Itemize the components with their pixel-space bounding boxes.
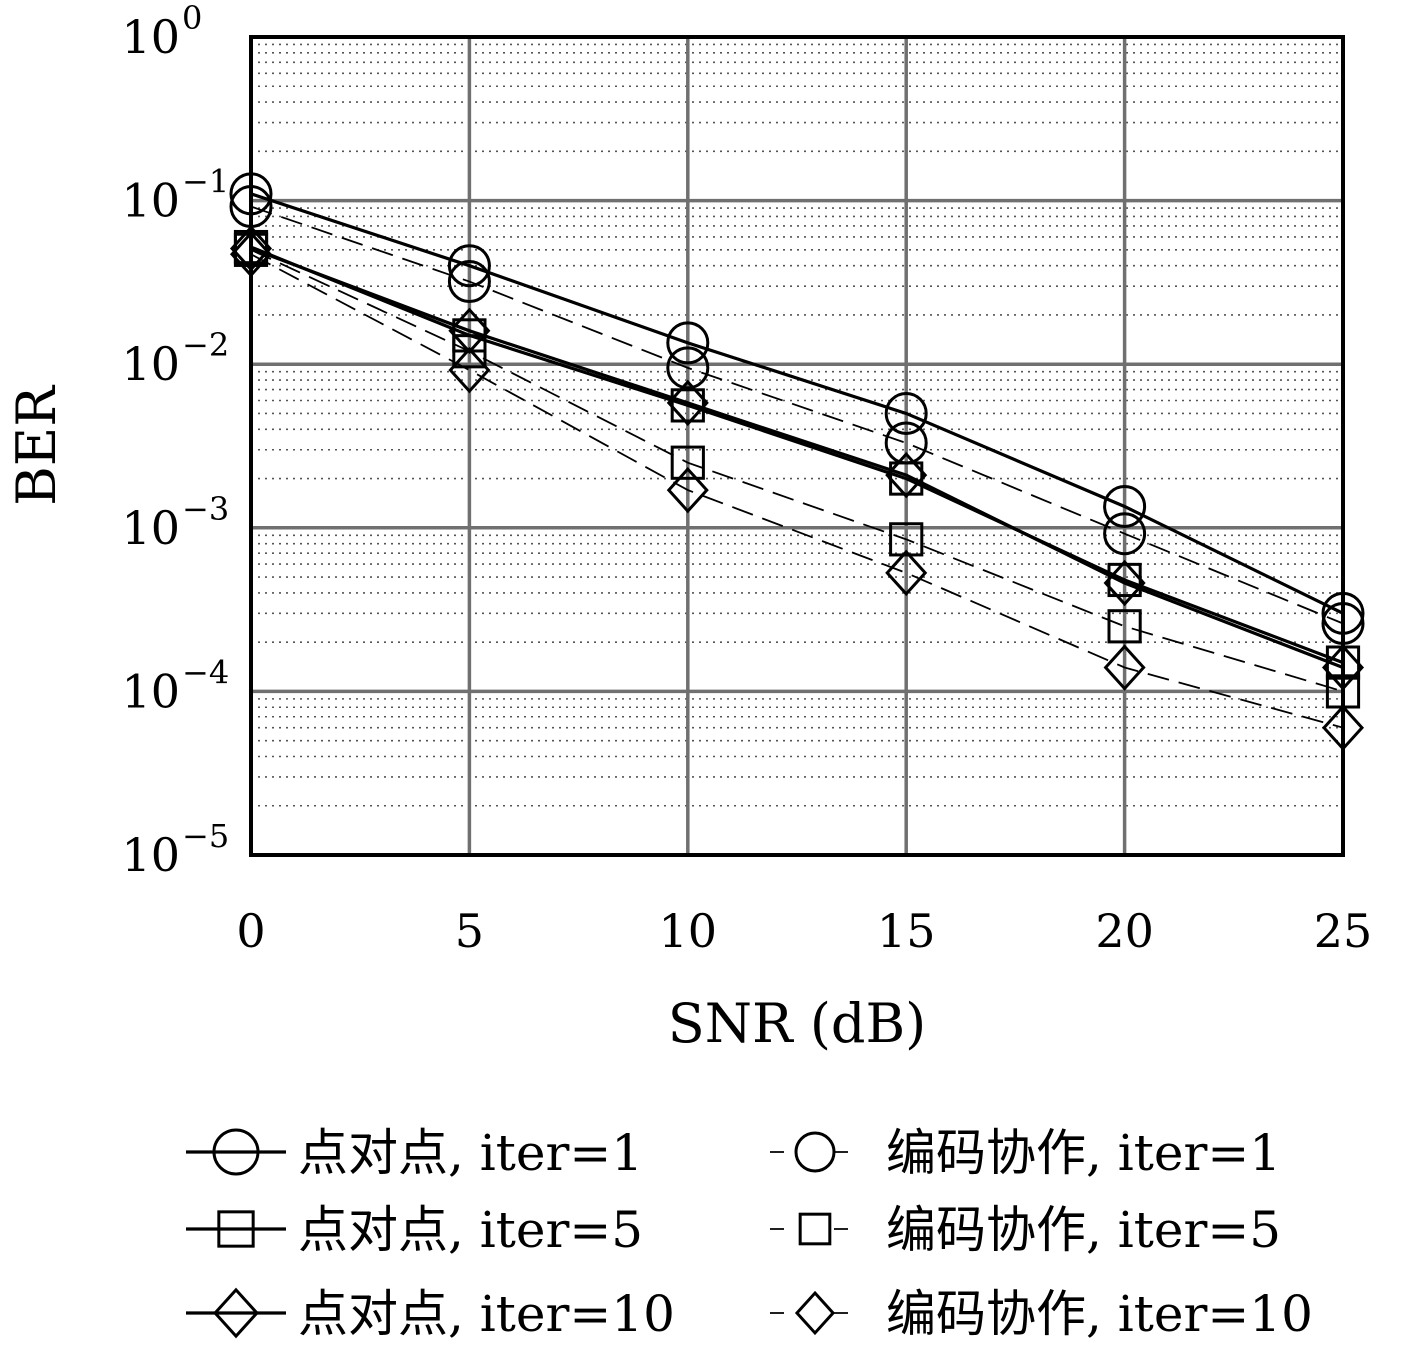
data-point	[1103, 484, 1147, 528]
y-tick-exponent: −1	[182, 163, 229, 201]
grid	[249, 35, 1345, 857]
series-line	[250, 192, 1344, 615]
x-tick-label: 10	[659, 904, 718, 958]
series-line	[250, 245, 1344, 665]
data-point	[666, 321, 710, 365]
legend-marker	[794, 1131, 836, 1173]
data-point	[1107, 609, 1142, 644]
y-tick-label: 10	[121, 828, 180, 882]
data-point	[666, 466, 709, 514]
series-line	[250, 246, 1344, 669]
data-point	[884, 391, 928, 435]
series-line	[250, 249, 1344, 693]
legend-item: 点对点, iter=1	[186, 1124, 643, 1182]
legend-marker	[794, 1290, 836, 1336]
y-tick-label: 10	[121, 664, 180, 718]
legend-label: 点对点, iter=5	[298, 1201, 643, 1259]
y-tick-label: 10	[121, 10, 180, 64]
series-line	[250, 205, 1344, 625]
y-tick-exponent: −4	[182, 653, 229, 691]
x-tick-label: 0	[236, 904, 265, 958]
x-tick-label: 25	[1314, 904, 1373, 958]
legend: 点对点, iter=1 点对点, iter=5 点对点, iter=10 编码协作, …	[186, 1124, 1313, 1343]
series-line	[250, 253, 1344, 729]
x-axis-title: SNR (dB)	[668, 992, 926, 1055]
series-layer	[229, 172, 1365, 751]
series-6	[229, 231, 1365, 751]
data-point	[452, 334, 487, 369]
y-tick-exponent: 0	[182, 0, 202, 37]
y-axis-title: BER	[5, 385, 68, 506]
y-tick-exponent: −2	[182, 326, 229, 364]
legend-marker	[217, 1210, 255, 1248]
series-2	[229, 185, 1365, 646]
data-point	[670, 445, 705, 480]
data-point	[885, 549, 928, 597]
y-tick-label: 10	[121, 174, 180, 228]
legend-item: 点对点, iter=10	[186, 1285, 675, 1343]
legend-label: 点对点, iter=10	[298, 1285, 675, 1343]
legend-item: 编码协作, iter=5	[770, 1201, 1281, 1259]
data-point	[666, 346, 710, 390]
data-point	[447, 244, 491, 288]
data-point	[666, 379, 709, 427]
x-tick-label: 20	[1095, 904, 1154, 958]
legend-item: 编码协作, iter=10	[770, 1285, 1313, 1343]
data-point	[1103, 512, 1147, 556]
y-tick-label: 10	[121, 501, 180, 555]
legend-label: 编码协作, iter=10	[886, 1285, 1313, 1343]
series-3	[233, 229, 1361, 680]
legend-marker	[798, 1212, 832, 1246]
plot-frame	[249, 35, 1345, 857]
data-point	[448, 346, 491, 394]
legend-item: 编码协作, iter=1	[770, 1124, 1281, 1182]
legend-marker	[213, 1287, 259, 1339]
series-5	[229, 225, 1365, 691]
legend-item: 点对点, iter=5	[186, 1201, 643, 1259]
data-point	[1103, 644, 1146, 691]
y-tick-exponent: −3	[182, 490, 229, 528]
legend-label: 点对点, iter=1	[298, 1124, 643, 1182]
data-point	[889, 522, 924, 557]
y-tick-label: 10	[121, 337, 180, 391]
data-point	[1103, 559, 1146, 607]
x-tick-label: 15	[877, 904, 936, 958]
data-point	[447, 260, 491, 304]
legend-label: 编码协作, iter=5	[886, 1201, 1281, 1259]
legend-label: 编码协作, iter=1	[886, 1124, 1281, 1182]
data-point	[885, 451, 928, 499]
y-tick-exponent: −5	[182, 817, 229, 855]
legend-marker	[212, 1128, 260, 1176]
data-point	[448, 307, 491, 355]
x-tick-label: 5	[455, 904, 484, 958]
